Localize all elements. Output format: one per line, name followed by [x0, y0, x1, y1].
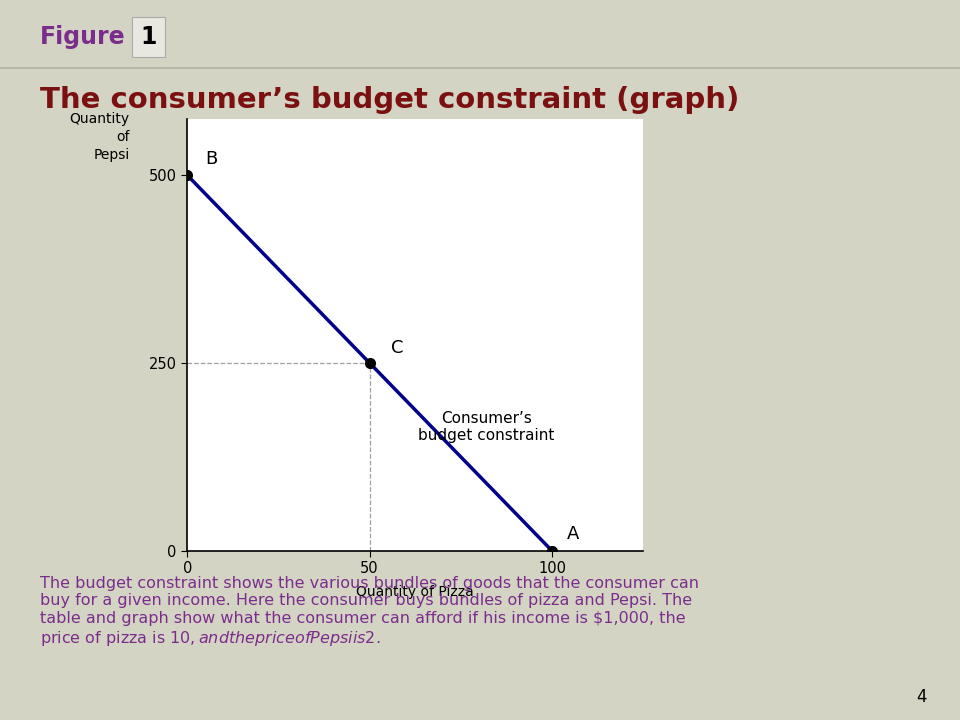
- Text: B: B: [205, 150, 218, 168]
- Text: 4: 4: [916, 688, 926, 706]
- Text: Figure: Figure: [40, 25, 126, 49]
- Text: The budget constraint shows the various bundles of goods that the consumer can
b: The budget constraint shows the various …: [40, 576, 699, 647]
- Text: 1: 1: [140, 25, 157, 49]
- X-axis label: Quantity of Pizza: Quantity of Pizza: [356, 585, 474, 598]
- Text: Pepsi: Pepsi: [93, 148, 130, 161]
- Text: A: A: [566, 526, 579, 544]
- Text: Consumer’s
budget constraint: Consumer’s budget constraint: [419, 410, 555, 443]
- Text: The consumer’s budget constraint (graph): The consumer’s budget constraint (graph): [40, 86, 740, 114]
- Text: Quantity: Quantity: [69, 112, 130, 125]
- Text: of: of: [116, 130, 130, 143]
- Text: C: C: [392, 339, 404, 357]
